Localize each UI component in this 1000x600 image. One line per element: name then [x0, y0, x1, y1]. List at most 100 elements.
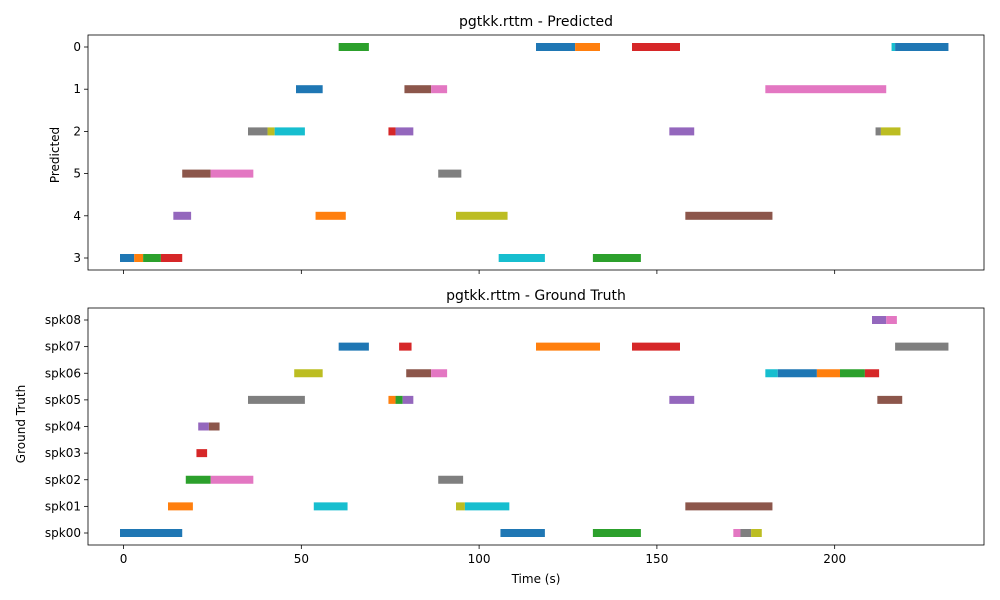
- ground-truth-segment: [399, 342, 412, 351]
- ground-truth-ytick-label: spk04: [45, 420, 81, 434]
- predicted-ytick-label: 3: [73, 251, 81, 265]
- predicted-segment: [210, 169, 254, 178]
- ground-truth-segment: [685, 502, 773, 511]
- ground-truth-segment: [877, 395, 903, 404]
- predicted-segment: [395, 127, 414, 136]
- predicted-ytick-label: 5: [73, 167, 81, 181]
- ground-truth-xticks: 0 50 100 150 200: [120, 545, 846, 566]
- ground-truth-segment: [120, 529, 183, 537]
- ground-truth-ytick-label: spk02: [45, 473, 81, 487]
- ground-truth-segment: [395, 395, 403, 404]
- ground-truth-ytick-label: spk08: [45, 313, 81, 327]
- predicted-segment: [685, 211, 773, 220]
- predicted-segment: [182, 169, 211, 178]
- ground-truth-segment: [669, 395, 695, 404]
- ground-truth-segment: [464, 502, 510, 511]
- ground-truth-segment: [886, 316, 897, 324]
- predicted-ytick-label: 1: [73, 82, 81, 96]
- ground-truth-xtick-label: 200: [823, 552, 846, 566]
- ground-truth-segment: [765, 369, 778, 378]
- predicted-segment: [895, 43, 949, 51]
- ground-truth-segment: [895, 342, 949, 351]
- predicted-title: pgtkk.rttm - Predicted: [459, 14, 613, 30]
- predicted-segment: [274, 127, 305, 136]
- ground-truth-segment: [248, 395, 305, 404]
- ground-truth-axes-frame: [87, 307, 985, 546]
- ground-truth-segment: [456, 502, 465, 511]
- ground-truth-title: pgtkk.rttm - Ground Truth: [446, 288, 626, 304]
- ground-truth-segment: [313, 502, 348, 511]
- ground-truth-segments: [120, 316, 949, 537]
- ground-truth-segment: [536, 342, 600, 351]
- ground-truth-segment: [816, 369, 840, 378]
- predicted-xticks: [123, 270, 836, 274]
- ground-truth-xtick-label: 0: [120, 552, 128, 566]
- ground-truth-ytick-label: spk05: [45, 393, 81, 407]
- ground-truth-ytick-label: spk03: [45, 446, 81, 460]
- ground-truth-segment: [438, 475, 464, 484]
- ground-truth-segment: [208, 422, 220, 431]
- ground-truth-xtick-label: 50: [294, 552, 309, 566]
- ground-truth-ytick-label: spk07: [45, 340, 81, 354]
- predicted-segment: [120, 254, 135, 262]
- ground-truth-xlabel: Time (s): [511, 572, 561, 586]
- predicted-segment: [248, 127, 268, 136]
- ground-truth-ylabel: Ground Truth: [14, 385, 28, 463]
- ground-truth-segment: [402, 395, 414, 404]
- predicted-ytick-label: 2: [73, 124, 81, 138]
- ground-truth-segment: [406, 369, 432, 378]
- predicted-segment: [296, 85, 323, 94]
- predicted-segment: [456, 211, 508, 220]
- predicted-segment: [143, 254, 161, 262]
- ground-truth-segment: [185, 475, 211, 484]
- predicted-rows: 0 1 2 5 4 3: [73, 40, 88, 265]
- predicted-segment: [388, 127, 396, 136]
- ground-truth-segment: [500, 529, 545, 537]
- ground-truth-segment: [198, 422, 209, 431]
- ground-truth-segment: [740, 529, 752, 537]
- ground-truth-segment: [777, 369, 817, 378]
- predicted-segment: [536, 43, 576, 51]
- predicted-segment: [875, 127, 881, 136]
- ground-truth-xtick-label: 100: [468, 552, 491, 566]
- ground-truth-ytick-label: spk01: [45, 499, 81, 513]
- ground-truth-segment: [168, 502, 193, 511]
- predicted-segment: [880, 127, 901, 136]
- predicted-segment: [575, 43, 600, 51]
- predicted-panel: pgtkk.rttm - Predicted Predicted 0 1 2 5 4 3: [48, 14, 985, 274]
- ground-truth-segment: [592, 529, 641, 537]
- predicted-segment: [498, 254, 545, 262]
- ground-truth-segment: [196, 449, 208, 458]
- ground-truth-segment: [872, 316, 887, 324]
- ground-truth-rows: spk08 spk07 spk06 spk05 spk04 spk03 spk02 spk01…: [45, 313, 88, 540]
- predicted-segment: [267, 127, 275, 136]
- predicted-segment: [592, 254, 641, 262]
- predicted-segment: [765, 85, 887, 94]
- ground-truth-segment: [388, 395, 396, 404]
- predicted-ytick-label: 4: [73, 209, 81, 223]
- predicted-segment: [338, 43, 369, 51]
- predicted-segment: [315, 211, 346, 220]
- ground-truth-segment: [632, 342, 680, 351]
- predicted-segment: [431, 85, 448, 94]
- predicted-segment: [404, 85, 432, 94]
- ground-truth-ytick-label: spk06: [45, 366, 81, 380]
- predicted-segment: [891, 43, 896, 51]
- predicted-segment: [173, 211, 192, 220]
- ground-truth-segment: [338, 342, 369, 351]
- predicted-segment: [134, 254, 144, 262]
- predicted-segment: [632, 43, 680, 51]
- predicted-axes-frame: [87, 34, 985, 271]
- ground-truth-xtick-label: 150: [645, 552, 668, 566]
- ground-truth-segment: [210, 475, 254, 484]
- ground-truth-segment: [294, 369, 323, 378]
- ground-truth-segment: [840, 369, 865, 378]
- predicted-segments: [120, 43, 949, 262]
- predicted-segment: [438, 169, 462, 178]
- ground-truth-panel: pgtkk.rttm - Ground Truth Ground Truth T…: [14, 288, 985, 586]
- predicted-segment: [160, 254, 183, 262]
- ground-truth-segment: [751, 529, 762, 537]
- ground-truth-ytick-label: spk00: [45, 526, 81, 540]
